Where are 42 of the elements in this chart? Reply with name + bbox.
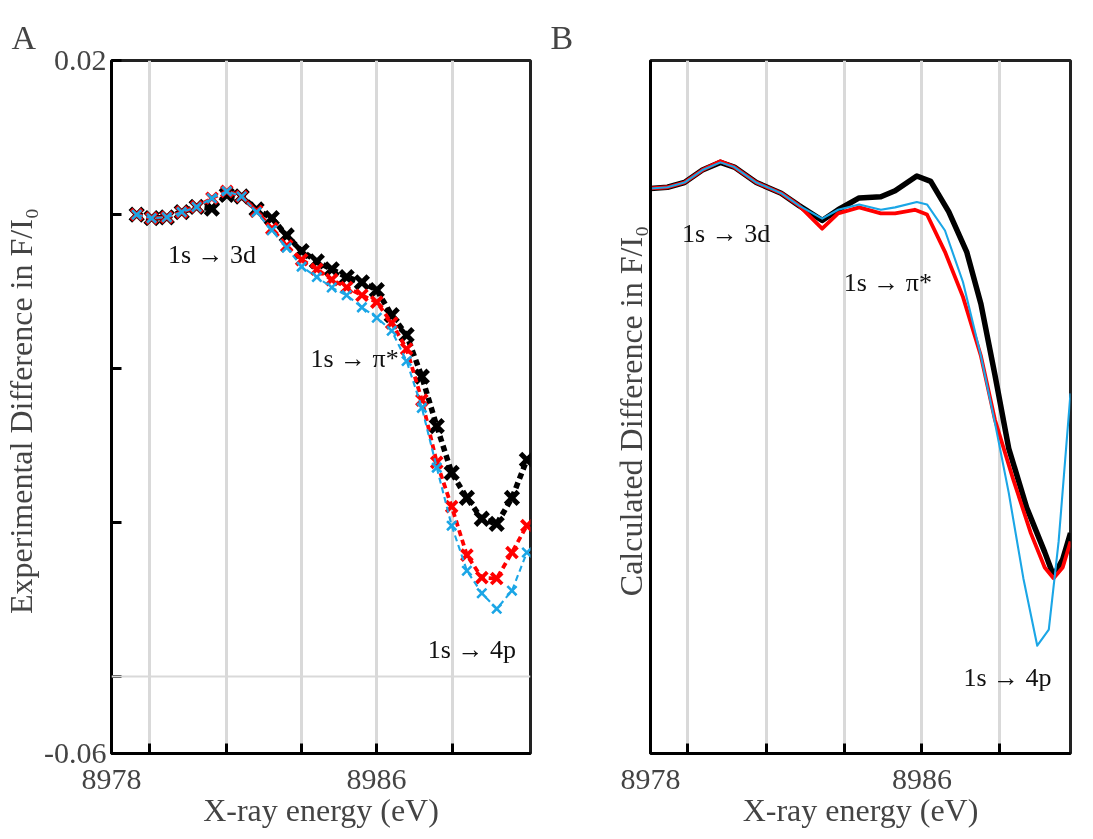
point [490,602,503,615]
point [461,564,473,577]
point [370,311,383,324]
point [520,546,531,559]
point [475,587,488,600]
annotation: 1s → 4p [963,662,1052,692]
point [445,519,458,532]
chart-title: A [11,18,37,56]
point [367,281,386,299]
point [415,401,428,414]
point [310,271,323,283]
point [459,547,475,563]
point [458,489,476,507]
annotation: 1s → 3d [168,240,257,270]
point [504,545,520,560]
point [295,260,308,273]
point [356,301,368,314]
y-tick-label: 0.02 [54,43,107,76]
point [340,289,353,302]
point [354,287,370,303]
point [412,367,431,386]
point [430,461,443,474]
point [427,417,446,435]
x-tick-label: 8978 [620,761,681,795]
annotation: 1s → π* [310,343,399,373]
y-axis-title: Calculated Difference in F/I₀ [612,225,649,597]
point [399,341,414,357]
chart-title: B [550,18,574,56]
annotation: 1s → 3d [682,219,771,249]
point [385,324,398,337]
point [503,489,521,507]
point [309,261,325,277]
point [325,281,338,294]
annotation: 1s → π* [843,267,932,297]
point [397,326,416,344]
point [400,355,413,367]
point [442,463,461,482]
y-tick-label: -0.06 [44,736,107,769]
y-axis-title: Experimental Difference in F/I₀ [3,208,40,614]
annotation: 1s → 4p [427,635,516,665]
point [369,294,385,310]
point [506,584,518,597]
